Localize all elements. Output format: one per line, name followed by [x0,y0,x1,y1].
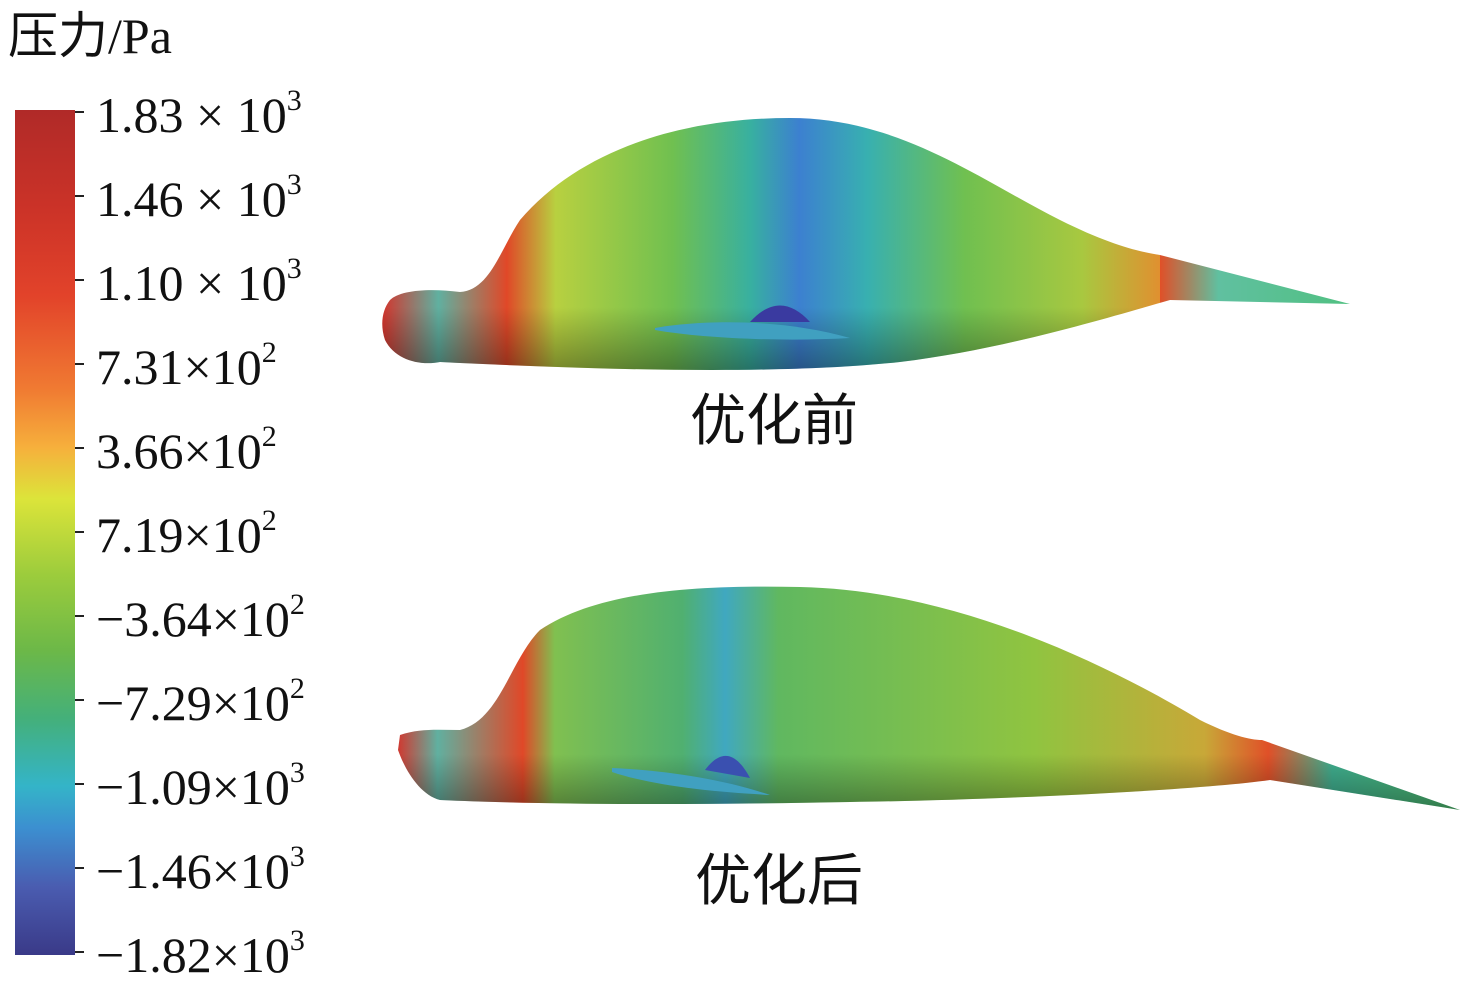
colorbar-tick-label: 1.83 × 103 [96,84,302,143]
body-after-optimization [398,586,1460,810]
tick-exponent: 3 [289,924,305,957]
body-before-optimization [382,118,1350,370]
tick-exponent: 2 [289,588,305,621]
colorbar-tick-label: −1.46×103 [96,840,305,899]
tick-exponent: 3 [289,840,305,873]
tick-mantissa: 7.31×10 [96,339,262,395]
tick-mantissa: −1.09×10 [96,759,290,815]
colorbar-tick [75,447,84,449]
colorbar-tick [75,111,84,113]
colorbar-tick-label: 1.46 × 103 [96,168,302,227]
colorbar-tick [75,867,84,869]
colorbar-tick-label: −7.29×102 [96,672,305,731]
colorbar-tick [75,363,84,365]
tick-exponent: 3 [286,84,302,117]
tick-mantissa: −1.82×10 [96,927,290,983]
tick-mantissa: 3.66×10 [96,423,262,479]
colorbar-tick [75,783,84,785]
colorbar-tick-label: −1.82×103 [96,924,305,983]
colorbar-tick-label: −1.09×103 [96,756,305,815]
low-pressure-region [705,755,750,778]
tick-exponent: 3 [289,756,305,789]
colorbar-tick-label: 1.10 × 103 [96,252,302,311]
caption-after: 优化后 [695,851,863,913]
colorbar-tick [75,615,84,617]
colorbar-tick-label: 7.31×102 [96,336,277,395]
tick-mantissa: −3.64×10 [96,591,290,647]
tick-mantissa: −1.46×10 [96,843,290,899]
tick-exponent: 2 [289,672,305,705]
fin-before [655,322,850,340]
colorbar-tick [75,195,84,197]
colorbar-tick [75,951,84,953]
colorbar-tick [75,699,84,701]
fin-after [612,768,770,795]
tick-exponent: 2 [261,504,277,537]
colorbar-title: 压力/Pa [8,8,172,64]
colorbar-tick-label: 7.19×102 [96,504,277,563]
tick-mantissa: 1.83 × 10 [96,87,287,143]
tick-exponent: 3 [286,252,302,285]
colorbar-tick-label: 3.66×102 [96,420,277,479]
tick-exponent: 3 [286,168,302,201]
tick-mantissa: −7.29×10 [96,675,290,731]
tick-exponent: 2 [261,420,277,453]
pressure-colorbar [15,110,75,955]
colorbar-tick [75,531,84,533]
colorbar-tick [75,279,84,281]
tick-mantissa: 1.46 × 10 [96,171,287,227]
tick-mantissa: 1.10 × 10 [96,255,287,311]
tick-mantissa: 7.19×10 [96,507,262,563]
colorbar-tick-label: −3.64×102 [96,588,305,647]
caption-before: 优化前 [690,391,858,453]
low-pressure-region [750,305,810,322]
tick-exponent: 2 [261,336,277,369]
